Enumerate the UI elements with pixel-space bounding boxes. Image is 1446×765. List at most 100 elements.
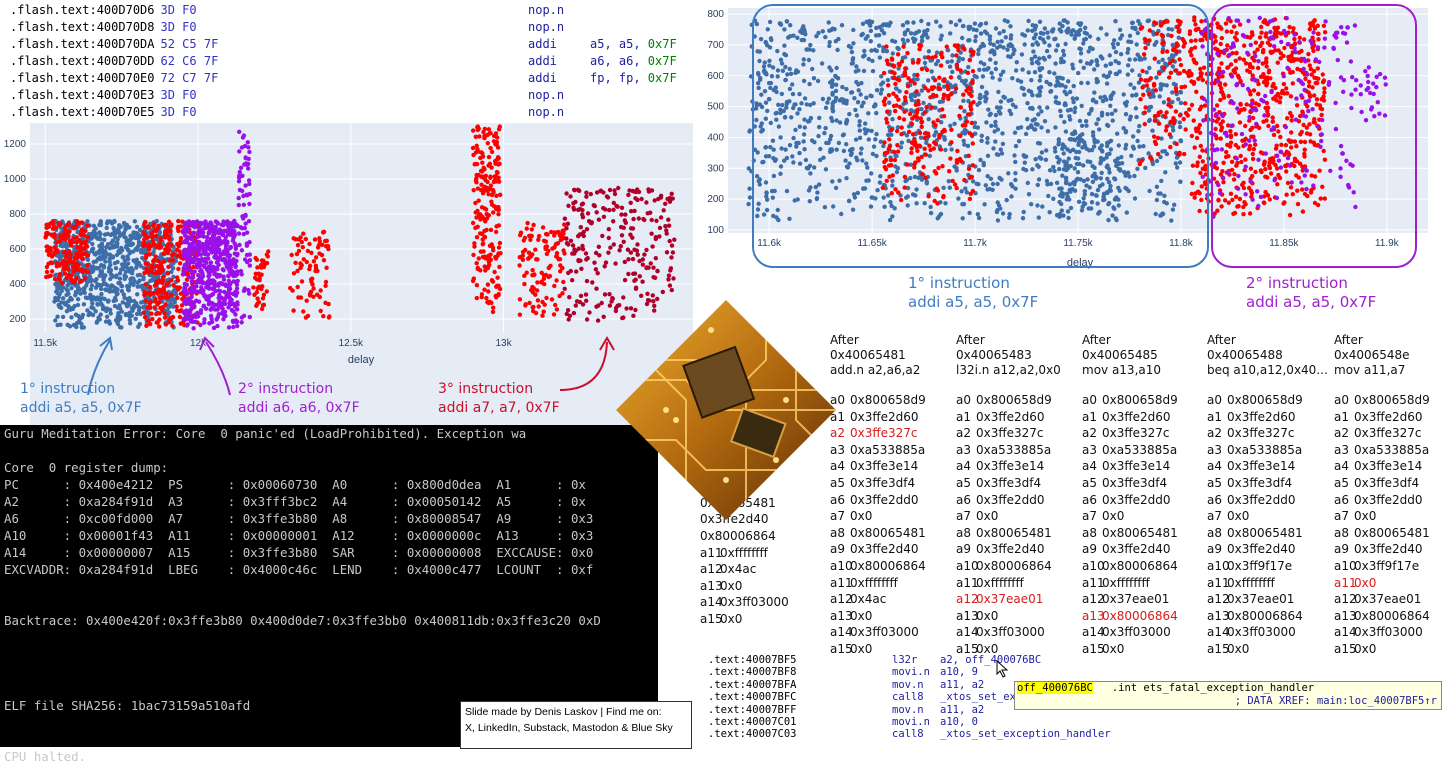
scatter-point [304,237,308,241]
scatter-point [1138,162,1142,166]
scatter-point [157,278,161,282]
scatter-point [488,253,492,257]
scatter-point [815,197,819,201]
scatter-point [764,180,768,184]
scatter-point [762,68,766,72]
scatter-point [483,235,487,239]
scatter-point [1162,194,1166,198]
scatter-point [1095,63,1099,67]
scatter-point [496,293,500,297]
scatter-point [122,221,126,225]
y-tick-label: 1200 [4,139,27,150]
scatter-point [933,78,937,82]
scatter-point [247,150,251,154]
scatter-point [82,325,86,329]
scatter-point [584,191,588,195]
scatter-point [941,186,945,190]
scatter-point [580,244,584,248]
scatter-point [644,248,648,252]
scatter-point [212,303,216,307]
scatter-point [796,70,800,74]
scatter-point [763,145,767,149]
scatter-point [243,214,247,218]
scatter-point [66,292,70,296]
scatter-point [1064,129,1068,133]
scatter-point [242,314,246,318]
scatter-point [835,148,839,152]
scatter-point [1110,112,1114,116]
scatter-point [110,245,114,249]
scatter-point [771,156,775,160]
scatter-point [970,133,974,137]
scatter-point [877,44,881,48]
scatter-point [202,294,206,298]
scatter-point [482,166,486,170]
scatter-point [319,288,323,292]
scatter-point [484,228,488,232]
scatter-point [948,31,952,35]
scatter-point [1083,192,1087,196]
scatter-point [164,291,168,295]
scatter-point [74,276,78,280]
scatter-point [904,196,908,200]
annotation-left-3: 3° instruction addi a7, a7, 0x7F [438,380,560,418]
scatter-point [616,186,620,190]
scatter-point [984,183,988,187]
scatter-point [1047,43,1051,47]
scatter-point [128,281,132,285]
scatter-point [940,164,944,168]
scatter-point [476,186,480,190]
scatter-point [1006,171,1010,175]
scatter-point [967,154,971,158]
scatter-point [947,169,951,173]
scatter-point [1065,30,1069,34]
scatter-point [943,201,947,205]
scatter-point [124,270,128,274]
scatter-point [998,44,1002,48]
scatter-point [1001,70,1005,74]
scatter-point [642,252,646,256]
scatter-point [78,249,82,253]
scatter-point [620,233,624,237]
scatter-point [472,188,476,192]
scatter-point [1140,85,1144,89]
scatter-point [982,68,986,72]
scatter-point [1130,93,1134,97]
scatter-point [778,135,782,139]
scatter-point [637,216,641,220]
scatter-point [669,266,673,270]
scatter-point [979,139,983,143]
scatter-point [535,288,539,292]
scatter-point [1024,132,1028,136]
scatter-point [596,271,600,275]
scatter-point [966,38,970,42]
scatter-point [167,237,171,241]
scatter-point [926,194,930,198]
scatter-point [1103,95,1107,99]
scatter-point [1063,18,1067,22]
scatter-point [996,90,1000,94]
scatter-point [214,226,218,230]
scatter-point [489,228,493,232]
scatter-point [310,282,314,286]
scatter-point [1162,200,1166,204]
scatter-point [999,99,1003,103]
scatter-point [58,222,62,226]
scatter-point [883,165,887,169]
scatter-point [1125,210,1129,214]
scatter-point [85,224,89,228]
scatter-point [903,66,907,70]
scatter-point [298,261,302,265]
scatter-point [157,311,161,315]
scatter-point [886,83,890,87]
scatter-point [144,267,148,271]
scatter-point [907,130,911,134]
scatter-point [85,296,89,300]
scatter-point [235,300,239,304]
